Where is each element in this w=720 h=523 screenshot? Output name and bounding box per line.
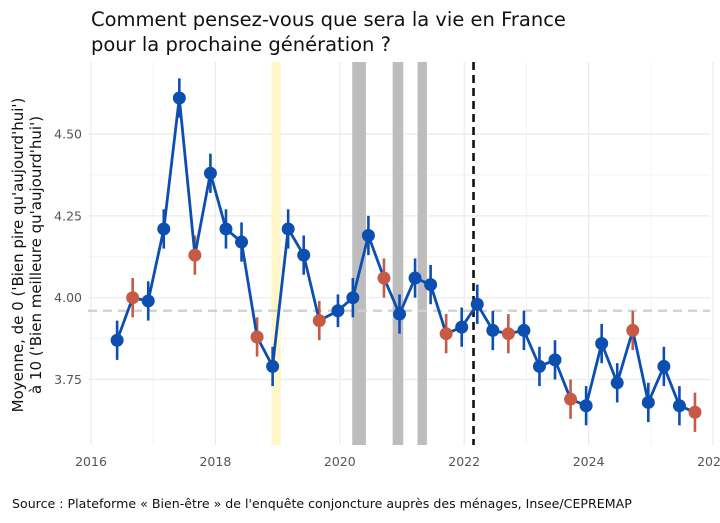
data-point	[219, 222, 233, 236]
y-tick-label: 4.00	[54, 290, 82, 305]
data-point	[455, 320, 469, 334]
data-point	[595, 337, 609, 351]
y-axis-label-line-2: à 10 ('Bien meilleure qu'aujourd'hui')	[27, 116, 45, 394]
data-point	[532, 359, 546, 373]
data-point	[657, 359, 671, 373]
data-point	[361, 228, 375, 242]
data-point	[393, 307, 407, 321]
shaded-band	[417, 62, 427, 445]
data-point	[610, 376, 624, 390]
data-point	[501, 327, 515, 341]
data-point	[641, 395, 655, 409]
data-point	[266, 359, 280, 373]
data-point	[486, 323, 500, 337]
data-point	[564, 392, 578, 406]
data-point	[126, 291, 140, 305]
plot-area: 2016 2018 2020 2022 2024 2026 3.75 4.00 4.25 4.50	[54, 62, 720, 469]
x-tick-label: 2020	[324, 454, 356, 469]
data-point	[235, 235, 249, 249]
data-point	[377, 271, 391, 285]
data-point	[439, 327, 453, 341]
data-point	[579, 399, 593, 413]
source-note: Source : Plateforme « Bien-être » de l'e…	[12, 496, 632, 511]
data-point	[688, 405, 702, 419]
data-point	[470, 297, 484, 311]
shaded-band	[392, 62, 404, 445]
series-line	[115, 96, 696, 414]
data-point	[141, 294, 155, 308]
x-tick-label: 2022	[448, 454, 480, 469]
data-point	[250, 330, 264, 344]
y-tick-label: 4.50	[54, 127, 82, 142]
y-tick-label: 4.25	[54, 208, 82, 223]
y-tick-label: 3.75	[54, 372, 82, 387]
data-point	[281, 222, 295, 236]
data-point	[188, 248, 202, 262]
data-point	[626, 323, 640, 337]
data-point	[297, 248, 311, 262]
data-point	[424, 278, 438, 292]
data-point	[331, 304, 345, 318]
chart-title-line-2: pour la prochaine génération ?	[91, 33, 391, 56]
x-tick-label: 2016	[75, 454, 107, 469]
shaded-band	[271, 62, 281, 445]
data-point	[408, 271, 422, 285]
data-point	[672, 399, 686, 413]
x-tick-label: 2026	[697, 454, 720, 469]
data-point	[172, 91, 186, 105]
y-axis-label-line-1: Moyenne, de 0 ('Bien pire qu'aujourd'hui…	[9, 98, 27, 413]
data-point	[517, 323, 531, 337]
data-point	[312, 314, 326, 328]
shaded-band	[352, 62, 366, 445]
y-axis-label: Moyenne, de 0 ('Bien pire qu'aujourd'hui…	[9, 98, 45, 413]
data-point	[110, 333, 124, 347]
x-tick-label: 2018	[199, 454, 231, 469]
data-point	[346, 291, 360, 305]
data-point	[157, 222, 171, 236]
data-point	[203, 166, 217, 180]
chart-title-line-1: Comment pensez-vous que sera la vie en F…	[91, 8, 566, 31]
x-tick-label: 2024	[573, 454, 605, 469]
data-point	[548, 353, 562, 367]
